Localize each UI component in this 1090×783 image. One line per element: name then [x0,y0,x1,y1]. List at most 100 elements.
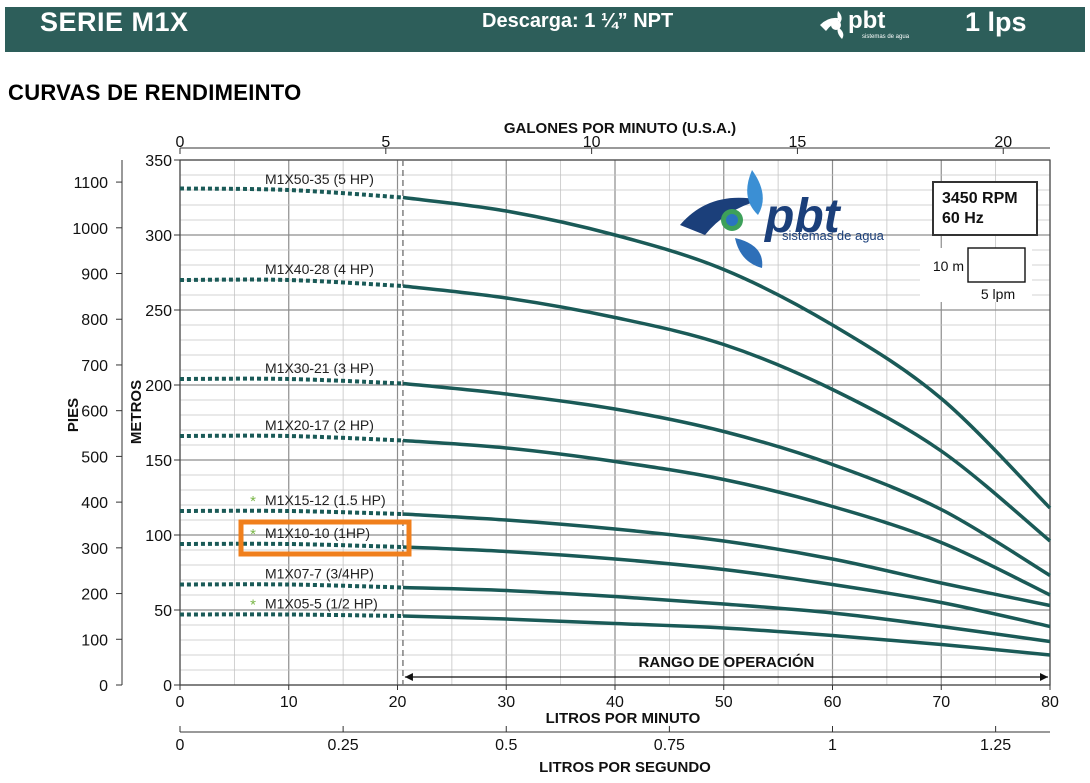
discharge-spec: Descarga: 1 ¼” NPT [482,10,674,32]
feet-axis: 0 100 200 300 400 500 600 700 800 900 1000 1100 [72,175,122,695]
series-star-icon: * [250,493,256,510]
series-star-icon: * [250,526,256,543]
feet-tick-label: 900 [81,267,108,284]
lpm-tick-label: 50 [715,694,733,711]
operating-range-label: RANGO DE OPERACIÓN [639,653,815,671]
lpm-tick-label: 70 [932,694,950,711]
gpm-tick-label: 10 [583,134,601,151]
lpm-tick-label: 20 [389,694,407,711]
flow-rating: 1 lps [965,7,1027,37]
section-title: CURVAS DE RENDIMEINTO [8,80,302,105]
lpm-axis: 0 10 20 30 40 50 60 70 80 [176,685,1059,711]
rpm-box [932,181,1038,236]
series-curve [402,438,1051,597]
logo-text: pbt [848,7,885,34]
lpm-axis-title: LITROS POR MINUTO [546,710,701,727]
gpm-axis-title: GALONES POR MINUTO (U.S.A.) [504,120,736,137]
series-curve [402,545,1051,629]
series-curve [402,512,1051,608]
lpm-tick-label: 80 [1041,694,1059,711]
feet-tick-label: 0 [99,678,108,695]
series-curve-dashed [179,612,403,618]
series-curve-dashed [179,277,404,288]
series-curve-dashed [179,186,404,200]
lps-tick-label: 0.5 [495,737,517,754]
lps-tick-label: 0.75 [654,737,685,754]
series-title: SERIE M1X [40,7,189,37]
feet-tick-label: 1000 [72,221,108,238]
feet-axis-title: PIES [65,398,82,432]
watermark-logo-text: pbt [763,190,842,243]
gpm-tick-label: 5 [381,134,390,151]
gpm-axis: 0 5 10 15 20 [176,134,1012,154]
series-curve-dashed [179,582,403,590]
lps-tick-label: 1 [828,737,837,754]
lps-axis-title: LITROS POR SEGUNDO [539,759,711,776]
series-label: M1X40-28 (4 HP) [265,261,374,277]
feet-tick-label: 300 [81,541,108,558]
meters-tick-label: 200 [145,378,172,395]
gpm-tick-label: 15 [789,134,807,151]
lpm-tick-label: 0 [176,694,185,711]
meters-tick-label: 0 [163,678,172,695]
header-bar [5,7,1085,52]
feet-tick-label: 100 [81,632,108,649]
scale-legend-box [967,247,1026,283]
lps-tick-label: 0 [176,737,185,754]
meters-tick-label: 100 [145,528,172,545]
lps-tick-label: 1.25 [980,737,1011,754]
gpm-tick-label: 0 [176,134,185,151]
brand-logo-icon: pbt sistemas de agua [820,7,910,40]
feet-tick-label: 200 [81,587,108,604]
range-arrow-head-right [1040,673,1048,681]
feet-tick-label: 1100 [74,175,109,192]
lps-tick-label: 0.25 [328,737,359,754]
rpm-label: 3450 RPM [942,190,1018,207]
series-star-icon: * [250,597,256,614]
series-curve-dashed [179,376,404,386]
series-curve-dashed [179,433,404,443]
lpm-tick-label: 30 [497,694,515,711]
meters-tick-label: 150 [145,453,172,470]
operating-range-arrow [404,673,1048,681]
meters-tick-label: 250 [145,303,172,320]
series-curve [402,614,1051,657]
feet-tick-label: 600 [81,404,108,421]
curves-group: M1X50-35 (5 HP) M1X40-28 (4 HP) M1X30-21 (… [179,171,1052,657]
meters-tick-label: 50 [154,603,172,620]
range-arrow-head-left [404,673,413,681]
meters-axis-title: METROS [128,380,145,444]
series-curve-dashed [179,541,403,549]
meters-tick-label: 350 [145,153,172,170]
lpm-tick-label: 10 [280,694,298,711]
meters-tick-label: 300 [145,228,172,245]
lpm-tick-label: 40 [606,694,624,711]
series-label: M1X50-35 (5 HP) [265,171,374,187]
series-curve [402,284,1052,543]
highlight-box [238,519,412,557]
logo-subtext: sistemas de agua [862,34,910,40]
series-label: M1X05-5 (1/2 HP) [265,596,378,612]
feet-tick-label: 800 [81,312,108,329]
lps-axis: 0 0.25 0.5 0.75 1 1.25 [176,726,1011,754]
series-curve [402,381,1051,577]
feet-tick-label: 500 [81,449,108,466]
feet-tick-label: 700 [81,358,108,375]
series-curve [402,195,1052,510]
series-label: M1X07-7 (3/4HP) [265,566,374,582]
series-label: M1X15-12 (1.5 HP) [265,492,386,508]
watermark-logo-subtext: sistemas de agua [782,228,885,243]
meters-axis: 0 50 100 150 200 250 300 350 [145,153,180,695]
watermark-logo-icon: pbt sistemas de agua [680,170,885,268]
series-label: M1X10-10 (1HP) [265,525,370,541]
lpm-tick-label: 60 [824,694,842,711]
series-label: M1X30-21 (3 HP) [265,360,374,376]
frequency-label: 60 Hz [942,210,984,227]
scale-horizontal-label: 5 lpm [981,286,1015,302]
series-curve-dashed [179,508,403,516]
scale-vertical-label: 10 m [933,258,964,274]
feet-tick-label: 400 [81,495,108,512]
series-label: M1X20-17 (2 HP) [265,417,374,433]
series-curve [402,585,1051,644]
